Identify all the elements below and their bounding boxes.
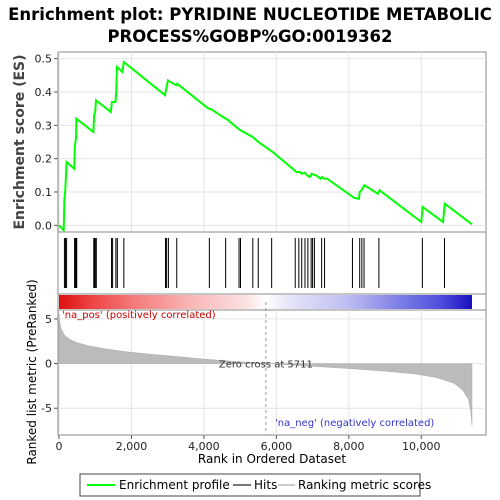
hit-markers [63,238,445,288]
es-tick-label: 0.4 [35,86,53,99]
x-tick-label: 8,000 [333,440,365,453]
es-tick-label: 0.1 [35,186,53,199]
es-gridlines [58,52,486,232]
es-tick-label: 0.2 [35,153,53,166]
x-axis-label: Rank in Ordered Dataset [198,452,346,466]
x-axis: 0 2,000 4,000 6,000 8,000 10,000 [56,435,441,453]
enrichment-profile-line [58,60,473,233]
es-panel [57,51,487,233]
chart-title-line1: Enrichment plot: PYRIDINE NUCLEOTIDE MET… [8,5,492,24]
x-tick-label: 2,000 [116,440,148,453]
positive-correlation-label: 'na_pos' (positively correlated) [62,310,216,321]
x-tick-label: 4,000 [188,440,220,453]
x-tick-label: 10,000 [402,440,441,453]
ranking-metric-area [58,313,473,426]
es-tick-label: 0.0 [35,219,53,232]
es-y-axis: 0.0 0.1 0.2 0.3 0.4 0.5 [35,53,58,232]
metric-axis-label: Ranked list metric (PreRanked) [25,279,39,464]
metric-tick-label: -5 [41,402,52,415]
zero-cross-label: Zero cross at 5711 [219,360,313,371]
chart-title-line2: PROCESS%GOBP%GO:0019362 [107,27,392,46]
negative-correlation-label: 'na_neg' (negatively correlated) [275,418,434,429]
legend-enrichment-label: Enrichment profile [119,478,230,492]
metric-tick-label: 0 [45,358,52,371]
x-tick-label: 6,000 [261,440,293,453]
x-tick-label: 0 [56,440,63,453]
metric-y-axis: -5 0 5 [41,313,58,415]
es-tick-label: 0.3 [35,119,53,132]
legend-ranking-label: Ranking metric scores [298,478,431,492]
metric-tick-label: 5 [45,313,52,326]
es-tick-label: 0.5 [35,53,53,66]
legend-hits-label: Hits [254,478,277,492]
es-axis-label: Enrichment score (ES) [12,54,28,229]
